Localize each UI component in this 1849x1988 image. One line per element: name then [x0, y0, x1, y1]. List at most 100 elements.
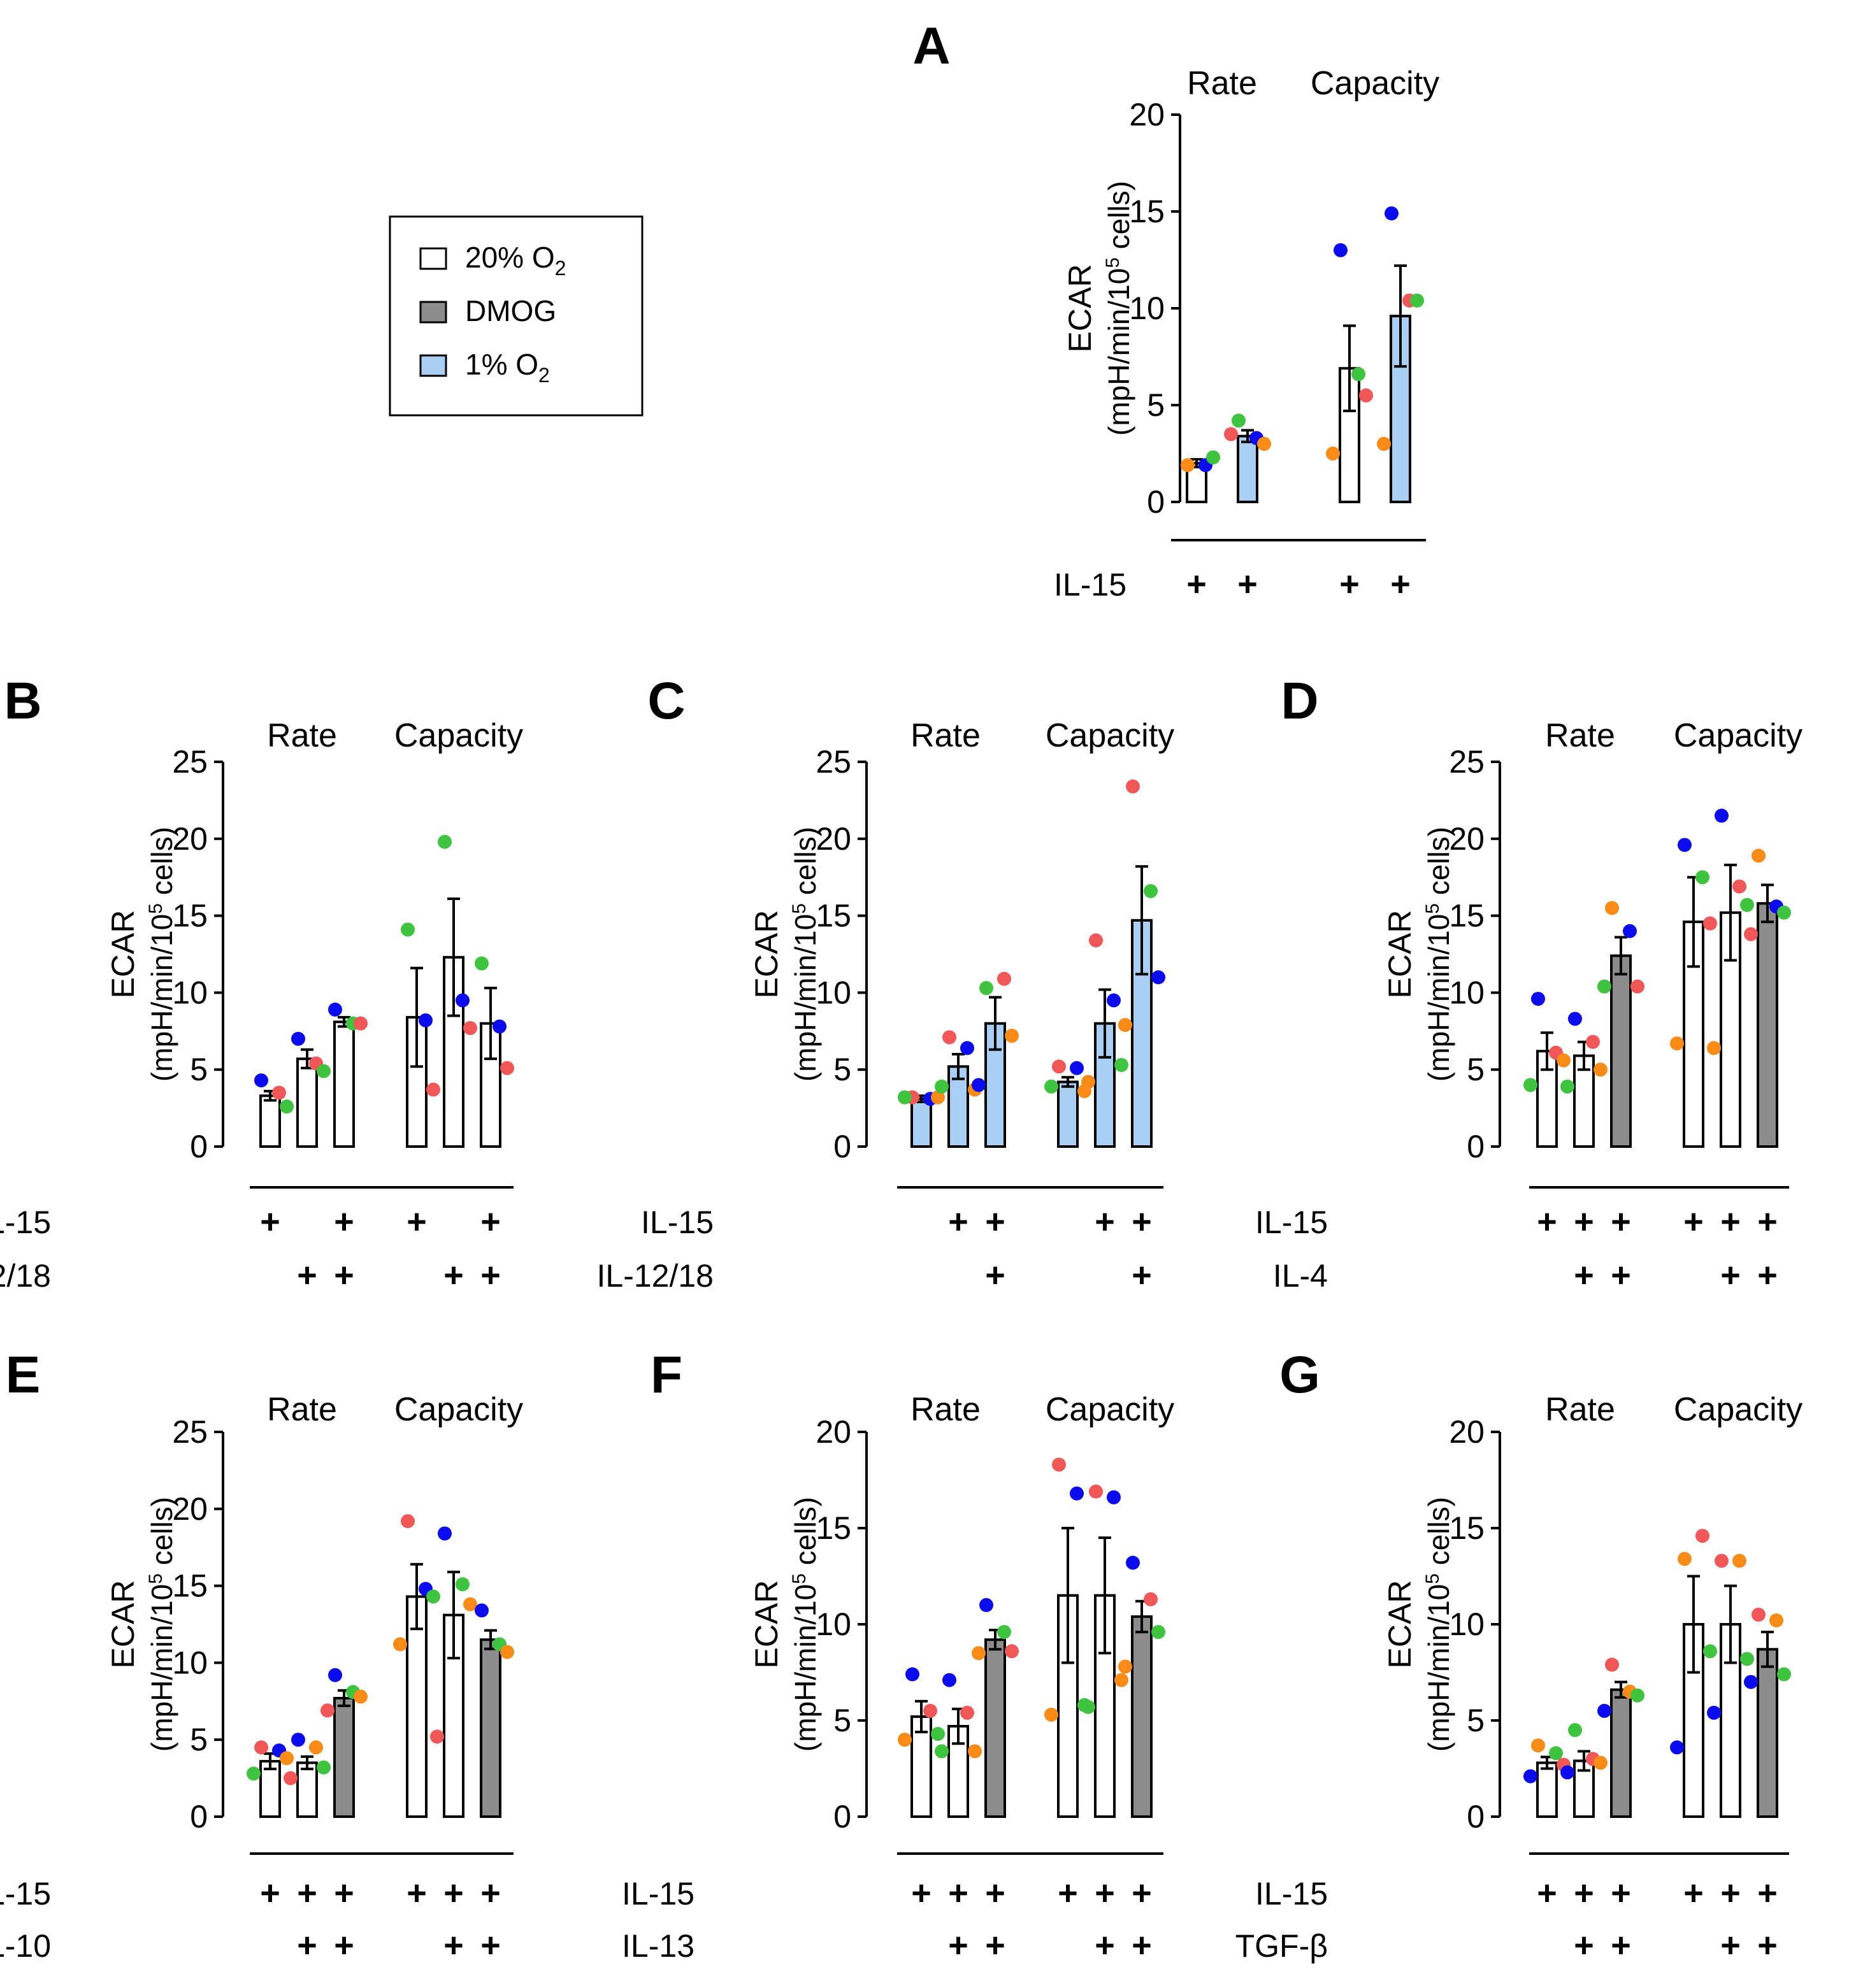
data-point-orange	[1531, 1738, 1545, 1753]
panel-letter: E	[6, 1346, 41, 1404]
y-tick-label: 5	[190, 1052, 208, 1087]
panel-B: B 0 5 10 15 20 25 ECAR (mpH/min/105 cells) Rate Ca…	[0, 672, 523, 1294]
bar	[984, 1638, 1006, 1818]
treatment-label: IL-4	[1273, 1258, 1328, 1294]
treatment-label: IL-12/18	[597, 1258, 714, 1294]
treatment-sign: +	[334, 1874, 354, 1912]
data-point-red	[463, 1020, 477, 1035]
bar	[1610, 1688, 1632, 1818]
data-point-red	[1005, 1644, 1019, 1659]
data-point-green	[997, 1625, 1011, 1640]
data-point-green	[931, 1727, 945, 1741]
treatment-sign: +	[1058, 1874, 1078, 1912]
y-tick-label: 20	[1129, 97, 1165, 132]
data-point-red	[426, 1082, 440, 1097]
y-axis-units: (mpH/min/105 cells)	[1422, 1497, 1455, 1752]
treatment-sign: +	[1574, 1874, 1594, 1912]
y-axis-title: ECAR	[1382, 1580, 1418, 1669]
treatment-sign: +	[911, 1874, 932, 1912]
legend-label-1: DMOG	[465, 294, 556, 327]
treatment-sign: +	[1237, 565, 1258, 603]
data-point-orange	[968, 1744, 982, 1759]
data-point-green	[1232, 413, 1246, 428]
data-point-red	[1586, 1034, 1600, 1049]
data-point-blue	[1623, 924, 1637, 938]
data-point-green	[426, 1589, 440, 1604]
y-tick-label: 15	[1449, 1510, 1485, 1546]
data-point-blue	[438, 1526, 452, 1541]
treatment-sign: +	[1611, 1256, 1631, 1294]
data-point-orange	[1005, 1029, 1019, 1043]
data-point-blue	[1523, 1769, 1537, 1784]
treatment-label: IL-15	[0, 1205, 51, 1240]
treatment-label: IL-13	[622, 1928, 694, 1964]
bar	[1757, 902, 1778, 1148]
data-point-blue	[291, 1031, 305, 1046]
data-point-red	[1695, 1529, 1709, 1543]
data-point-red	[960, 1705, 974, 1720]
y-tick-label: 15	[172, 898, 208, 934]
group-label-capacity: Capacity	[1674, 717, 1802, 754]
group-label-capacity: Capacity	[1674, 1391, 1802, 1428]
data-point-red	[1744, 927, 1758, 941]
data-point-red	[1089, 933, 1103, 948]
data-point-red	[320, 1703, 335, 1718]
data-point-green	[1777, 1667, 1791, 1682]
bar	[296, 1761, 318, 1818]
treatment-sign: +	[1186, 565, 1207, 603]
y-tick-label: 20	[172, 821, 208, 857]
bar	[333, 1696, 355, 1819]
data-point-orange	[354, 1689, 368, 1704]
y-axis-units: (mpH/min/105 cells)	[789, 827, 822, 1082]
group-label-rate: Rate	[1545, 717, 1615, 754]
treatment-sign: +	[948, 1926, 968, 1964]
legend-swatch-0	[419, 247, 447, 270]
data-point-orange	[1118, 1659, 1132, 1674]
treatment-sign: +	[334, 1256, 354, 1294]
data-point-green	[935, 1744, 949, 1759]
y-axis-units: (mpH/min/105 cells)	[1422, 827, 1455, 1082]
data-point-blue	[1560, 1765, 1574, 1780]
treatment-sign: +	[443, 1256, 464, 1294]
y-tick-label: 10	[816, 1606, 851, 1642]
data-point-red	[430, 1729, 444, 1744]
treatment-sign: +	[1611, 1874, 1631, 1912]
y-tick-label: 15	[816, 1510, 851, 1546]
bar	[910, 1715, 932, 1818]
treatment-sign: +	[334, 1926, 354, 1964]
treatment-sign: +	[1095, 1874, 1115, 1912]
y-tick-label: 20	[172, 1491, 208, 1527]
data-point-orange	[1181, 458, 1195, 473]
data-point-blue	[1070, 1486, 1084, 1501]
y-tick-label: 0	[833, 1799, 851, 1834]
legend-label-2: 1% O2	[465, 348, 550, 387]
data-point-green	[317, 1064, 331, 1078]
group-label-rate: Rate	[910, 1391, 981, 1428]
treatment-sign: +	[480, 1203, 501, 1241]
data-point-green	[1740, 897, 1754, 912]
y-tick-label: 5	[190, 1722, 208, 1757]
treatment-sign: +	[260, 1203, 280, 1241]
data-point-blue	[328, 1668, 342, 1682]
treatment-sign: +	[1390, 565, 1411, 603]
bar	[1057, 1080, 1079, 1148]
treatment-sign: +	[1132, 1203, 1152, 1241]
bar	[480, 1638, 501, 1818]
data-point-red	[1052, 1059, 1066, 1074]
treatment-sign: +	[297, 1874, 317, 1912]
data-point-blue	[1568, 1012, 1582, 1026]
data-point-orange	[1044, 1707, 1058, 1722]
treatment-label: IL-15	[1054, 567, 1126, 603]
legend-label-0: 20% O2	[465, 241, 566, 280]
data-point-red	[1144, 1592, 1158, 1606]
data-point-blue	[1107, 1490, 1121, 1505]
data-point-blue	[1670, 1740, 1684, 1755]
data-point-red	[1703, 916, 1717, 931]
y-axis-units: (mpH/min/105 cells)	[145, 827, 178, 1082]
bar	[1610, 954, 1632, 1148]
data-point-green	[1777, 905, 1791, 920]
y-tick-label: 0	[1467, 1129, 1485, 1164]
treatment-sign: +	[1574, 1926, 1594, 1964]
treatment-sign: +	[334, 1203, 354, 1241]
